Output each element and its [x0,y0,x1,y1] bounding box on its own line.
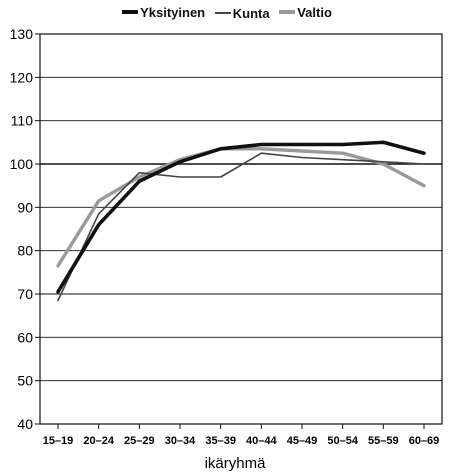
y-tick-label-110: 110 [11,113,34,129]
x-tick-label-2: 25–29 [124,435,155,447]
series-lines [56,140,426,302]
plot-frame [39,33,443,425]
x-tick-label-0: 15–19 [43,435,74,447]
legend-swatch-yksityinen [122,10,139,14]
axes: 40 50 60 70 80 90 100 110 120 130 15–19 20–24 25–29 3… [10,26,443,447]
y-tick-label-70: 70 [17,286,33,302]
x-axis-label: ikäryhmä [205,455,267,472]
legend: Yksityinen Kunta Valtio [0,2,454,21]
y-tick-label-100: 100 [10,156,34,172]
legend-item-yksityinen: Yksityinen [122,5,205,20]
legend-item-valtio: Valtio [279,5,332,20]
y-tick-label-80: 80 [17,243,33,259]
legend-item-kunta: Kunta [214,5,270,21]
y-tick-label-40: 40 [17,416,33,432]
series-line-kunta [57,152,425,302]
series-line-yksityinen [56,140,426,294]
grid [40,33,442,425]
x-tick-label-6: 45–49 [287,435,318,447]
legend-swatch-kunta [214,12,231,14]
y-tick-label-90: 90 [17,199,33,215]
y-tick-label-60: 60 [17,329,33,345]
y-tick-label-50: 50 [17,373,33,389]
y-tick-label-120: 120 [10,69,34,85]
x-tick-label-9: 60–69 [409,435,440,447]
x-tick-label-1: 20–24 [83,435,114,447]
x-tick-label-7: 50–54 [327,435,358,447]
x-tick-label-8: 55–59 [368,435,399,447]
legend-swatch-valtio [279,10,296,14]
x-tick-label-4: 35–39 [205,435,236,447]
y-tick-label-130: 130 [10,26,34,42]
legend-label-kunta: Kunta [232,5,270,21]
x-tick-label-3: 30–34 [165,435,196,447]
series-line-valtio [56,147,426,268]
legend-label-yksityinen: Yksityinen [140,4,206,20]
x-tick-label-5: 40–44 [246,435,277,447]
legend-label-valtio: Valtio [297,4,332,20]
